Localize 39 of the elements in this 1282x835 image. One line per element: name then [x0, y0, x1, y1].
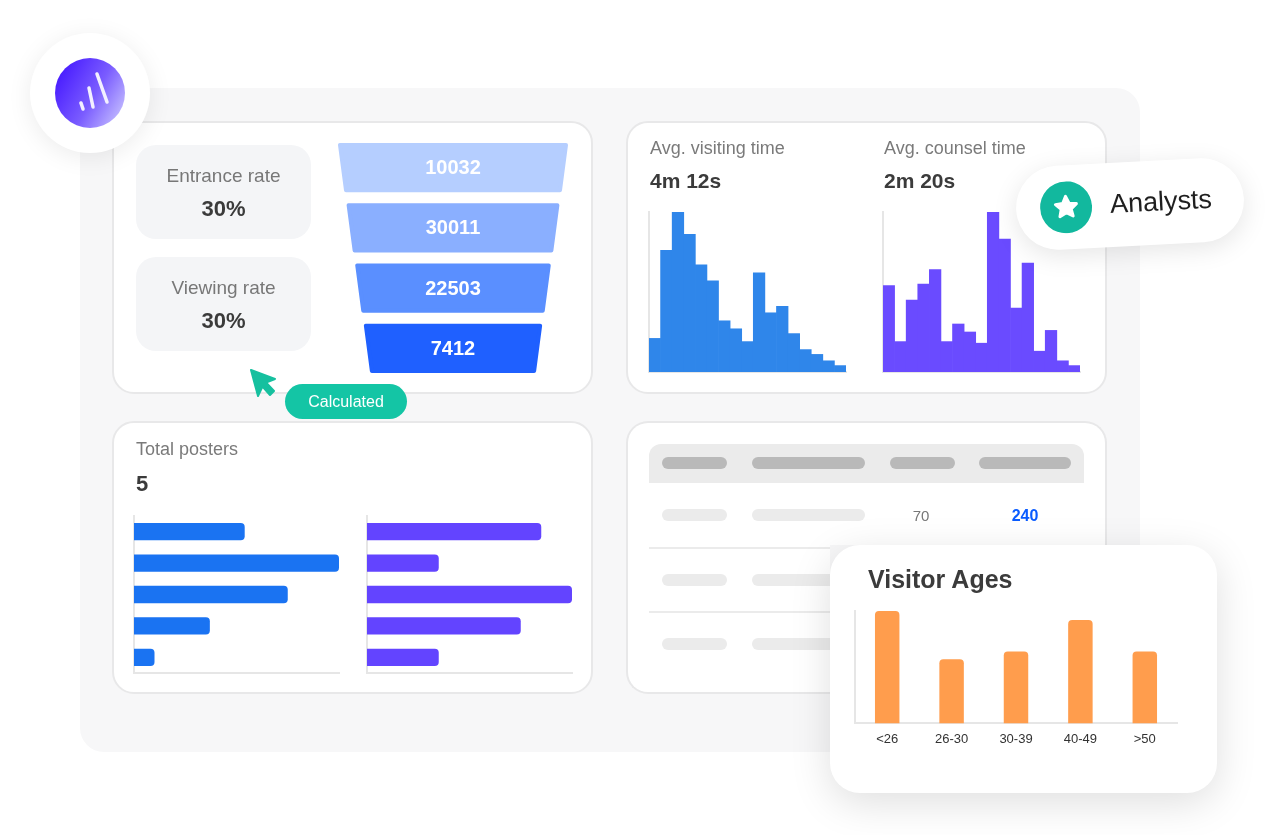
bar [134, 617, 210, 635]
bar [874, 611, 900, 724]
chart-title: Total posters [136, 439, 239, 460]
data-label: 30011 [425, 216, 481, 239]
text: Entrance rate [165, 165, 282, 187]
text: 240 [1010, 507, 1040, 525]
text: Calculated [285, 384, 407, 419]
text: 70 [911, 507, 931, 524]
bar [1003, 651, 1029, 724]
data-label: 10032 [425, 156, 481, 179]
text: 30% [200, 308, 247, 334]
bar [939, 659, 964, 724]
chart-subtitle: 5 [136, 471, 149, 497]
bar [134, 554, 339, 572]
x-tick-label: 26-30 [934, 730, 969, 746]
bar [367, 523, 542, 541]
bar [367, 554, 439, 572]
data-label: 22503 [425, 276, 481, 299]
bar [134, 585, 288, 604]
bar [367, 648, 439, 666]
data-label: 7412 [430, 336, 476, 359]
x-tick-label: >50 [1133, 730, 1156, 746]
bar [134, 648, 155, 666]
bar [367, 585, 572, 604]
x-tick-label: 40-49 [1063, 730, 1098, 746]
x-tick-label: <26 [876, 730, 899, 746]
chart-subtitle: 4m 12s [650, 169, 722, 193]
text: 30% [200, 196, 247, 222]
bar [367, 617, 521, 635]
text: Viewing rate [170, 277, 277, 299]
x-tick-label: 30-39 [999, 730, 1033, 746]
bar [1068, 619, 1093, 724]
chart-title: Visitor Ages [868, 565, 1013, 594]
chart-title: Avg. visiting time [650, 138, 785, 159]
chart-title: Avg. counsel time [884, 138, 1026, 159]
text: Analysts [1109, 183, 1213, 221]
bar [134, 523, 245, 541]
chart-subtitle: 2m 20s [884, 169, 956, 193]
bar [1132, 651, 1158, 724]
